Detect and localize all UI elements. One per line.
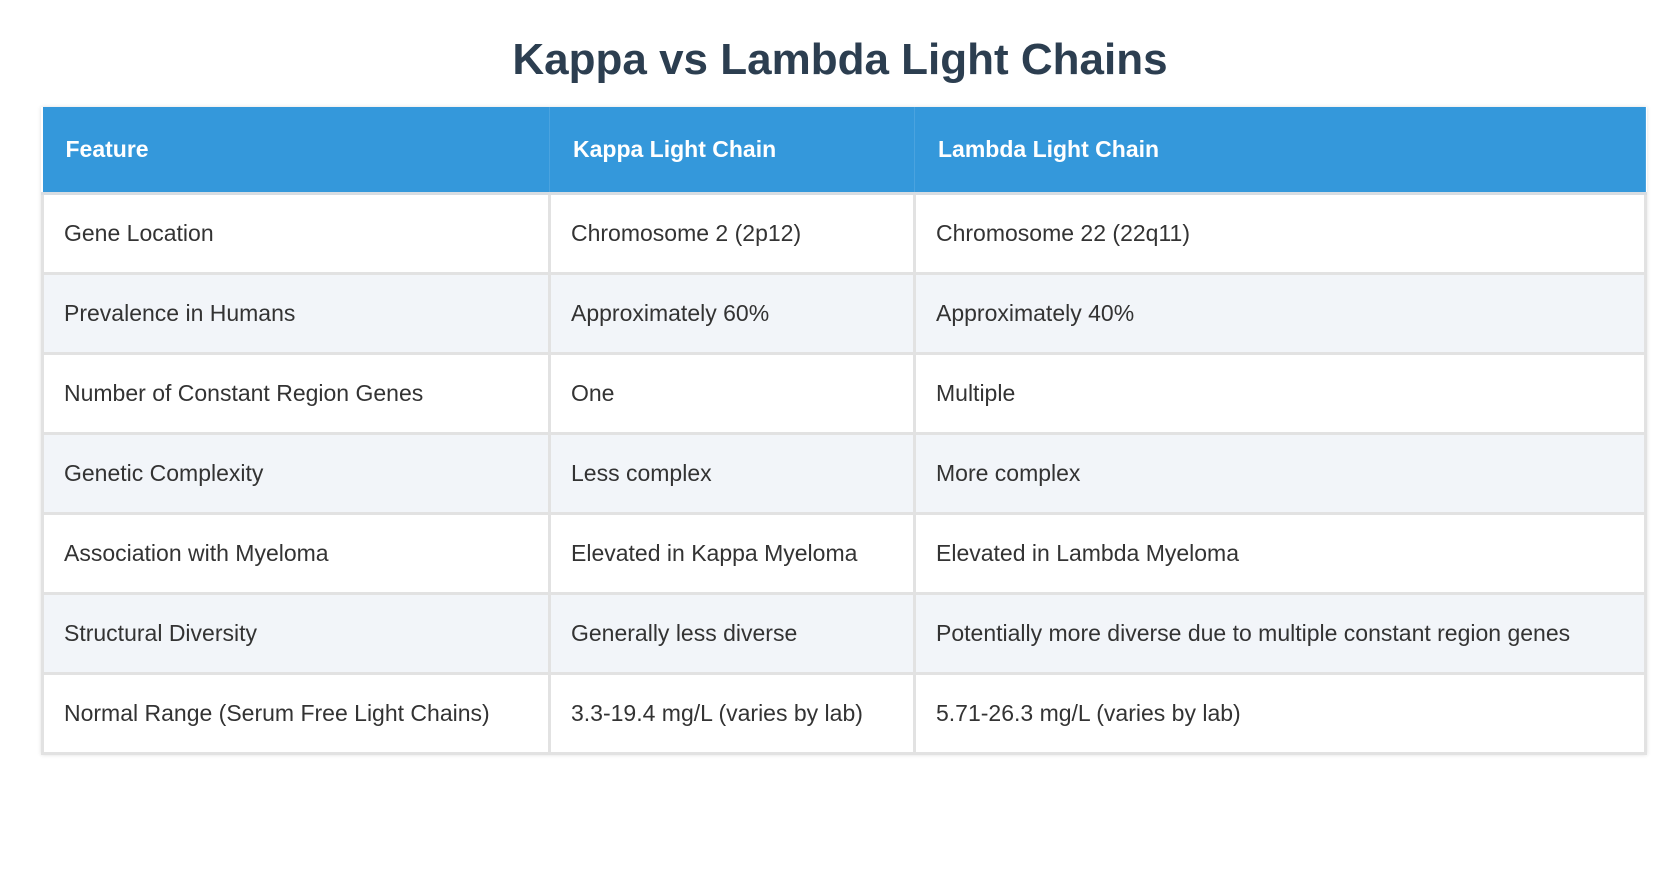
table-row: Prevalence in Humans Approximately 60% App…	[41, 272, 1647, 355]
table-row: Association with Myeloma Elevated in Kapp…	[41, 512, 1647, 595]
table-header-row: Feature Kappa Light Chain Lambda Light C…	[42, 107, 1646, 195]
lambda-cell: 5.71-26.3 mg/L (varies by lab)	[913, 672, 1647, 755]
kappa-cell: One	[548, 352, 916, 435]
header-lambda: Lambda Light Chain	[914, 107, 1646, 195]
feature-cell: Prevalence in Humans	[41, 272, 551, 355]
feature-cell: Association with Myeloma	[41, 512, 551, 595]
table-row: Normal Range (Serum Free Light Chains) 3.…	[41, 672, 1647, 755]
lambda-cell: More complex	[913, 432, 1647, 515]
kappa-cell: 3.3-19.4 mg/L (varies by lab)	[548, 672, 916, 755]
feature-cell: Normal Range (Serum Free Light Chains)	[41, 672, 551, 755]
comparison-table: Feature Kappa Light Chain Lambda Light C…	[41, 107, 1647, 755]
lambda-cell: Potentially more diverse due to multiple…	[913, 592, 1647, 675]
page-title: Kappa vs Lambda Light Chains	[512, 35, 1168, 84]
header-kappa: Kappa Light Chain	[549, 107, 915, 195]
kappa-cell: Approximately 60%	[548, 272, 916, 355]
lambda-cell: Chromosome 22 (22q11)	[913, 192, 1647, 275]
feature-cell: Number of Constant Region Genes	[41, 352, 551, 435]
lambda-cell: Multiple	[913, 352, 1647, 435]
kappa-cell: Chromosome 2 (2p12)	[548, 192, 916, 275]
table-row: Number of Constant Region Genes One Multip…	[41, 352, 1647, 435]
table-row: Genetic Complexity Less complex More compl…	[41, 432, 1647, 515]
table-row: Structural Diversity Generally less diver…	[41, 592, 1647, 675]
feature-cell: Gene Location	[41, 192, 551, 275]
lambda-cell: Approximately 40%	[913, 272, 1647, 355]
header-feature: Feature	[42, 107, 550, 195]
feature-cell: Structural Diversity	[41, 592, 551, 675]
lambda-cell: Elevated in Lambda Myeloma	[913, 512, 1647, 595]
feature-cell: Genetic Complexity	[41, 432, 551, 515]
kappa-cell: Generally less diverse	[548, 592, 916, 675]
kappa-cell: Elevated in Kappa Myeloma	[548, 512, 916, 595]
kappa-cell: Less complex	[548, 432, 916, 515]
table-row: Gene Location Chromosome 2 (2p12) Chromoso…	[41, 192, 1647, 275]
